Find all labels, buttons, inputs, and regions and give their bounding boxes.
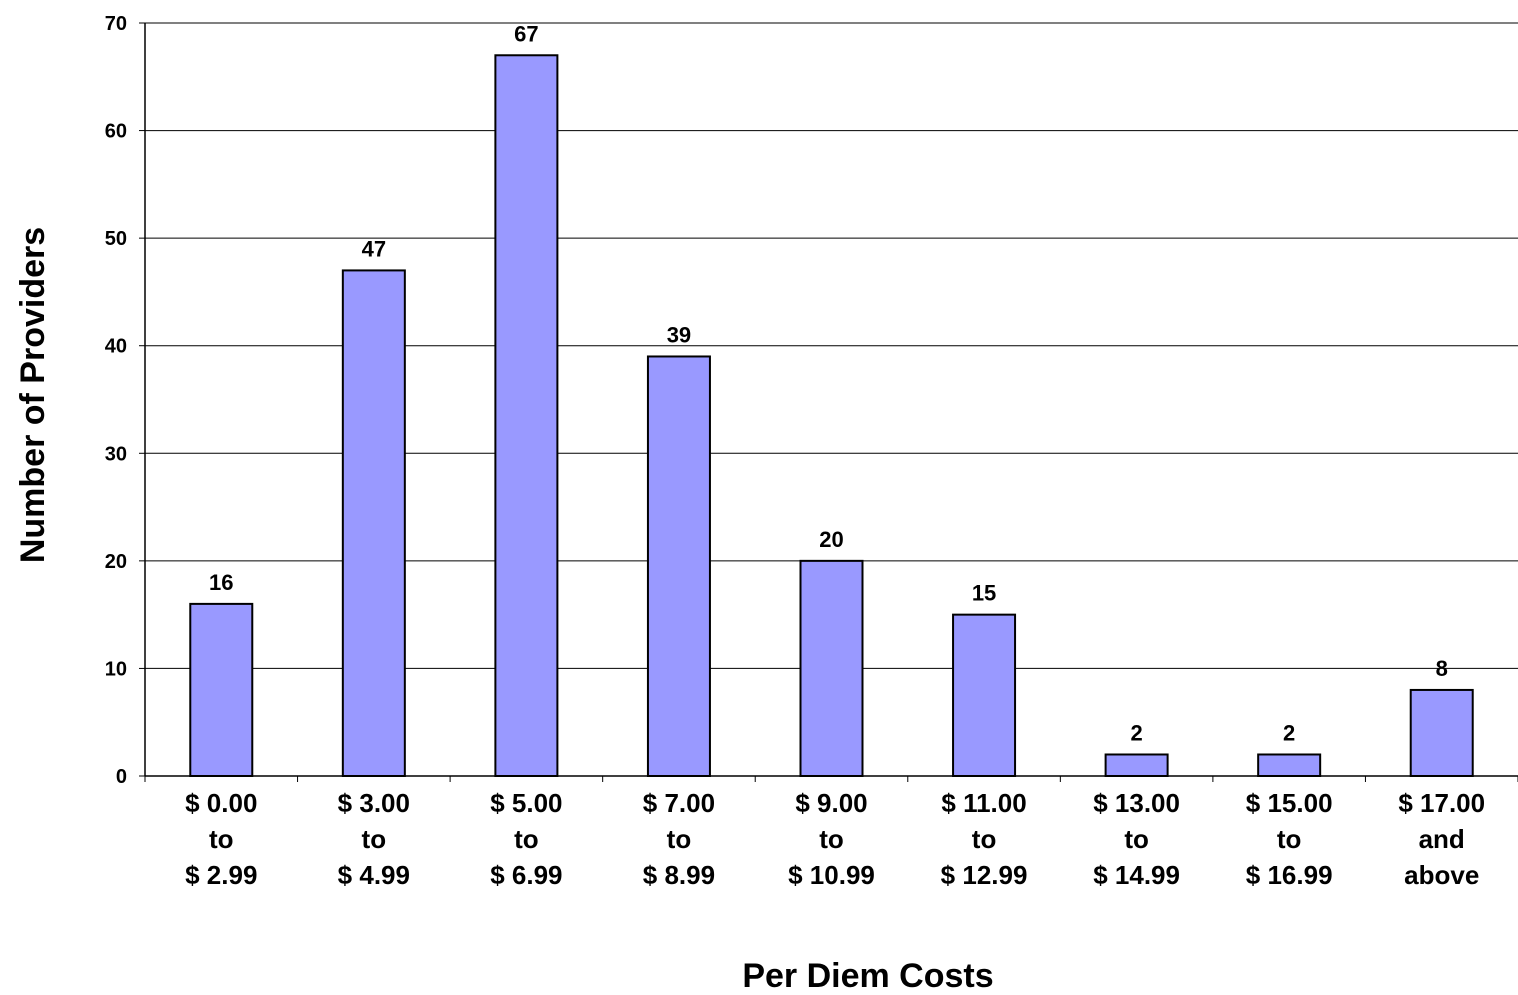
bar xyxy=(799,559,864,777)
x-category-label-line: to xyxy=(362,824,387,854)
x-category-label-line: to xyxy=(514,824,539,854)
y-tick-label: 20 xyxy=(105,551,127,573)
x-category-label-line: $ 13.00 xyxy=(1093,788,1180,818)
data-label: 47 xyxy=(362,236,386,261)
x-category-label: $ 5.00 to $ 6.99 xyxy=(490,788,562,890)
x-category-label-line: $ 12.99 xyxy=(941,860,1028,890)
y-tick-label: 30 xyxy=(105,443,127,465)
bar xyxy=(952,613,1017,778)
x-category-label-line: $ 9.00 xyxy=(795,788,867,818)
x-category-label-line: $ 10.99 xyxy=(788,860,875,890)
x-category-label-line: $ 16.99 xyxy=(1246,860,1333,890)
y-tick-labels: 0 10 20 30 40 50 60 70 xyxy=(105,13,127,788)
bars xyxy=(189,54,1474,778)
x-category-label-line: $ 7.00 xyxy=(643,788,715,818)
data-label: 2 xyxy=(1283,720,1295,745)
x-category-label-line: to xyxy=(1277,824,1302,854)
x-category-label-line: $ 5.00 xyxy=(490,788,562,818)
bar xyxy=(494,54,559,778)
y-tick-label: 50 xyxy=(105,228,127,250)
axes xyxy=(139,22,1518,782)
data-label: 39 xyxy=(667,322,691,347)
data-label: 8 xyxy=(1436,656,1448,681)
bar xyxy=(646,355,711,777)
x-category-label-line: $ 0.00 xyxy=(185,788,257,818)
x-category-label: $ 3.00 to $ 4.99 xyxy=(338,788,410,890)
x-category-label: $ 7.00 to $ 8.99 xyxy=(643,788,715,890)
x-category-label: $ 13.00 to $ 14.99 xyxy=(1093,788,1180,890)
x-category-label-line: $ 8.99 xyxy=(643,860,715,890)
x-category-label-line: to xyxy=(209,824,234,854)
data-label: 16 xyxy=(209,570,233,595)
y-tick-label: 0 xyxy=(116,766,127,788)
data-labels: 16 47 67 39 20 15 2 2 8 xyxy=(209,21,1448,745)
x-category-labels: $ 0.00 to $ 2.99 $ 3.00 to $ 4.99 $ 5.00 to $ 6.… xyxy=(185,788,1485,890)
x-category-label-line: above xyxy=(1404,860,1479,890)
y-tick-label: 40 xyxy=(105,336,127,358)
x-category-label: $ 15.00 to $ 16.99 xyxy=(1246,788,1333,890)
x-category-label-line: to xyxy=(667,824,692,854)
y-axis-title: Number of Providers xyxy=(14,227,52,563)
y-tick-label: 70 xyxy=(105,13,127,35)
x-category-label-line: $ 17.00 xyxy=(1398,788,1485,818)
bar xyxy=(189,602,254,778)
bar xyxy=(341,269,406,777)
x-category-label-line: $ 15.00 xyxy=(1246,788,1333,818)
bar xyxy=(1257,753,1322,778)
data-label: 15 xyxy=(972,581,996,606)
x-category-label-line: and xyxy=(1419,824,1465,854)
y-tick-label: 60 xyxy=(105,121,127,143)
x-category-label-line: to xyxy=(819,824,844,854)
x-category-label: $ 0.00 to $ 2.99 xyxy=(185,788,257,890)
x-category-label-line: $ 3.00 xyxy=(338,788,410,818)
x-category-label: $ 9.00 to $ 10.99 xyxy=(788,788,875,890)
x-category-label-line: $ 4.99 xyxy=(338,860,410,890)
x-category-label-line: $ 14.99 xyxy=(1093,860,1180,890)
x-category-label-line: to xyxy=(1124,824,1149,854)
x-category-label-line: $ 6.99 xyxy=(490,860,562,890)
data-label: 67 xyxy=(514,21,538,46)
x-category-label: $ 11.00 to $ 12.99 xyxy=(941,788,1028,890)
y-tick-label: 10 xyxy=(105,658,127,680)
x-category-label-line: $ 2.99 xyxy=(185,860,257,890)
x-axis-title: Per Diem Costs xyxy=(742,957,993,995)
data-label: 20 xyxy=(819,527,843,552)
bar xyxy=(1409,688,1474,778)
x-category-label: $ 17.00 and above xyxy=(1398,788,1485,890)
x-category-label-line: to xyxy=(972,824,997,854)
bar xyxy=(1104,753,1169,778)
data-label: 2 xyxy=(1130,720,1142,745)
x-category-label-line: $ 11.00 xyxy=(941,788,1026,818)
